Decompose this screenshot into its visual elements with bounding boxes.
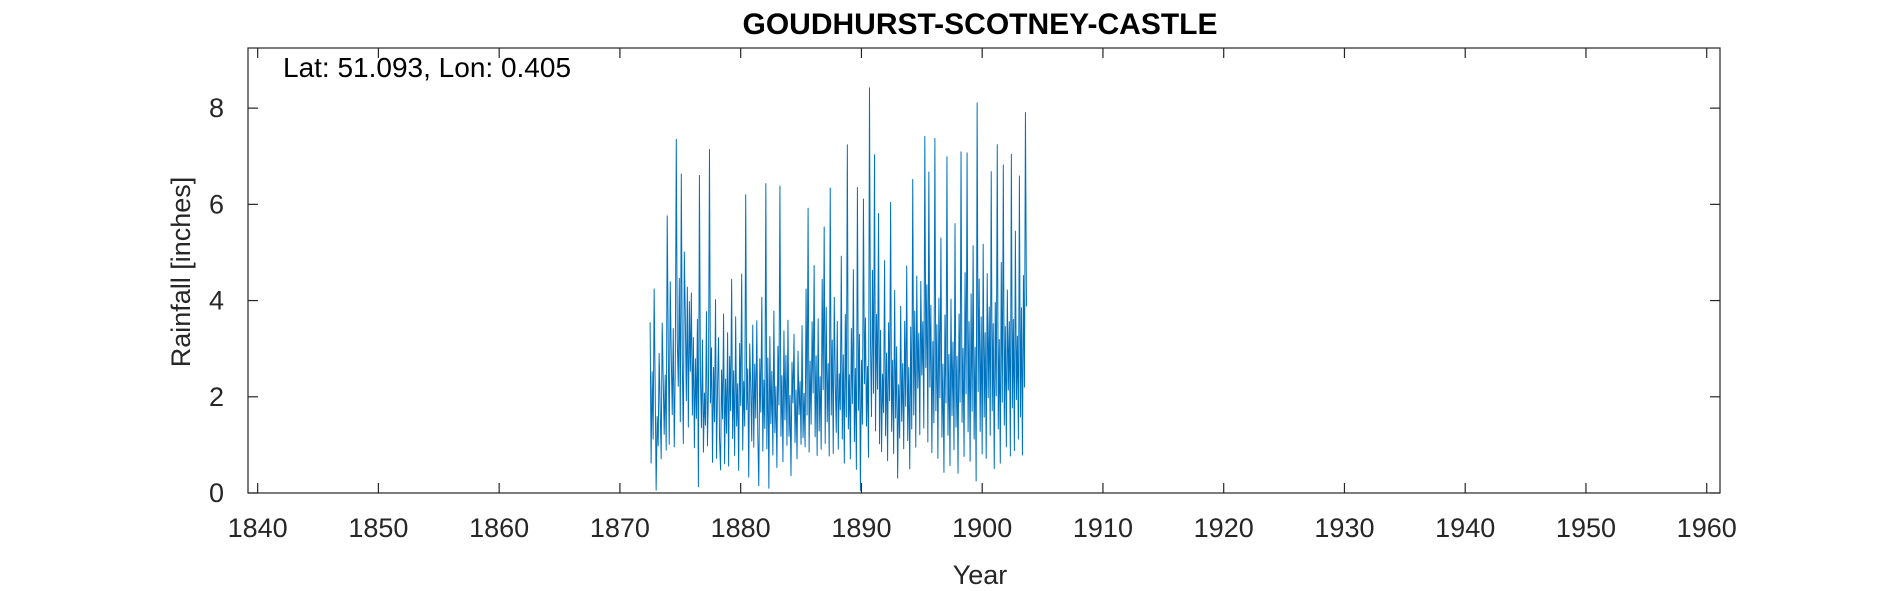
y-tick-label: 0	[209, 478, 224, 508]
x-tick-label: 1860	[469, 513, 529, 543]
x-tick-label: 1910	[1073, 513, 1133, 543]
axes	[247, 47, 1721, 494]
x-tick-label: 1940	[1435, 513, 1495, 543]
y-tick-label: 8	[209, 93, 224, 123]
x-tick-label: 1850	[348, 513, 408, 543]
x-tick-label: 1890	[831, 513, 891, 543]
x-tick-label: 1870	[590, 513, 650, 543]
y-tick-label: 2	[209, 382, 224, 412]
series	[649, 87, 1027, 492]
x-tick-label: 1840	[228, 513, 288, 543]
x-axis-label: Year	[953, 560, 1008, 590]
plot-area-frame	[247, 47, 1721, 494]
x-tick-label: 1960	[1677, 513, 1737, 543]
lat-lon-annotation: Lat: 51.093, Lon: 0.405	[283, 52, 571, 83]
x-tick-label: 1930	[1314, 513, 1374, 543]
x-tick-label: 1920	[1194, 513, 1254, 543]
x-tick-label: 1950	[1556, 513, 1616, 543]
ticks: 1840 1850 1860 1870 1880 1890 1900 1910 1920 1930…	[209, 48, 1737, 543]
chart-title: GOUDHURST-SCOTNEY-CASTLE	[742, 8, 1217, 41]
y-tick-label: 6	[209, 189, 224, 219]
y-tick-label: 4	[209, 286, 224, 316]
x-tick-label: 1880	[711, 513, 771, 543]
x-tick-label: 1900	[952, 513, 1012, 543]
rainfall-series-line	[649, 87, 1027, 492]
y-axis-label: Rainfall [inches]	[166, 177, 196, 368]
